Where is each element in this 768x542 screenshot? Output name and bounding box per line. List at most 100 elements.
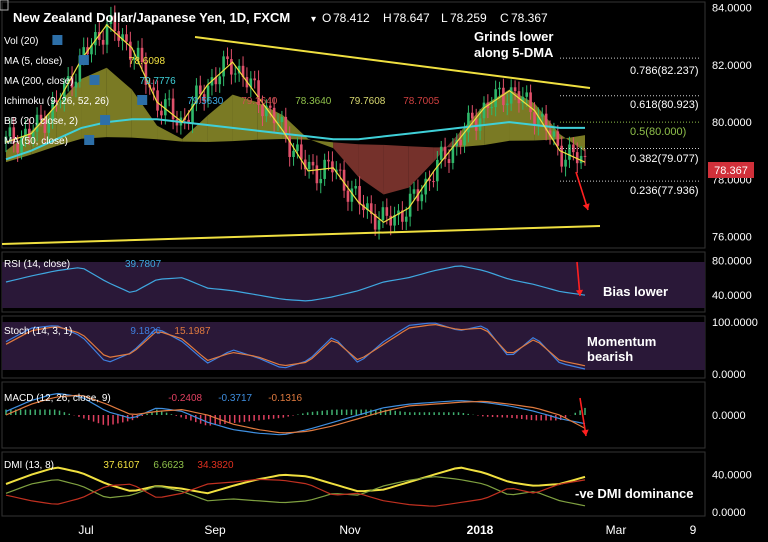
candle-body [300, 144, 303, 160]
candle-body [366, 203, 369, 211]
candle-body [494, 89, 497, 108]
chart-title: New Zealand Dollar/Japanese Yen, 1D, FXC… [13, 10, 290, 25]
rsi-band [2, 262, 705, 308]
candle-body [467, 112, 470, 133]
candle-body [265, 105, 268, 117]
h-label: H [383, 11, 392, 25]
candle-body [490, 107, 494, 109]
candle-body [385, 207, 389, 216]
candle-body [474, 118, 478, 131]
stoch-legend-label: Stoch (14, 3, 1) [4, 326, 72, 337]
macd-line-1 [5, 394, 586, 434]
candle-body [389, 215, 393, 226]
o-value: 78.412 [333, 11, 370, 25]
candle-body [284, 116, 288, 137]
price-tick-label: 84.0000 [712, 3, 752, 15]
candle-body [537, 116, 540, 126]
candle-body [280, 116, 284, 123]
candle-body [24, 128, 27, 138]
candle-body [105, 23, 109, 45]
macd-legend-label: MACD (12, 26, close, 9) [4, 393, 111, 404]
fib-0382-label: 0.382(79.077) [630, 153, 699, 165]
panel-frames [1, 1, 706, 517]
candle-body [564, 159, 567, 167]
subpanels: 80.0000 40.0000 100.0000 0.0000 0.0000 40.000… [4, 255, 758, 519]
l-value: 78.259 [450, 11, 487, 25]
cloud-segment [207, 94, 233, 143]
candle-body [47, 120, 51, 133]
dmi-annotation: -ve DMI dominance [575, 486, 693, 501]
candle-body [393, 215, 396, 226]
rsi-legend-value: 39.7807 [125, 259, 162, 270]
candle-body [249, 78, 253, 88]
settings-chevron-icon[interactable]: ▾ [311, 14, 316, 25]
candle-body [132, 58, 136, 60]
candle-body [140, 47, 144, 63]
candle-body [12, 127, 16, 144]
candle-body [222, 56, 225, 77]
candle-body [404, 216, 408, 222]
candle-body [432, 181, 435, 183]
stoch-band [2, 322, 705, 370]
candle-body [544, 113, 548, 131]
upper-trendline [194, 36, 591, 89]
indicator-label: MA (5, close) [4, 56, 62, 67]
indicator-eye-icon [84, 135, 95, 145]
candle-body [144, 62, 148, 85]
candle-body [572, 144, 575, 153]
candle-body [447, 159, 451, 164]
cloud-segment [358, 144, 384, 195]
cloud-segment [408, 146, 434, 188]
candle-body [59, 101, 62, 103]
cloud-segment [383, 144, 409, 195]
stoch-tick-label: 0.0000 [712, 369, 746, 381]
h-value: 78.647 [393, 11, 430, 25]
candle-body [552, 131, 556, 137]
candle-body [125, 34, 128, 42]
panel-frame-macd [1, 381, 706, 449]
candle-body [94, 32, 97, 46]
candle-body [195, 85, 198, 104]
candle-body [428, 178, 431, 182]
candle-body [31, 131, 35, 138]
candle-body [171, 98, 175, 120]
fib-0618-label: 0.618(80.923) [630, 99, 699, 111]
macd-arrow [579, 397, 587, 437]
candle-body [529, 92, 532, 113]
c-value: 78.367 [511, 11, 548, 25]
candle-body [214, 77, 218, 85]
indicator-label: Ichimoku (9, 26, 52, 26) [4, 96, 109, 107]
candle-body [482, 102, 486, 119]
candle-body [35, 114, 39, 132]
indicator-value: 79.7608 [349, 96, 386, 107]
candle-body [338, 169, 342, 171]
indicator-legend: Vol (20) MA (5, close) 78.6098 MA (200, clo… [4, 35, 440, 147]
candle-body [218, 76, 222, 85]
macd-legend-value: -0.1316 [268, 393, 302, 404]
indicator-eye-icon [100, 115, 111, 125]
fib-levels [560, 57, 700, 182]
candle-body [8, 127, 12, 137]
candle-body [101, 39, 105, 45]
indicator-value: 79.7776 [140, 76, 177, 87]
arrows [575, 171, 590, 437]
dmi-legend-value: 34.3820 [197, 460, 234, 471]
candle-body [463, 132, 466, 146]
candle-body [272, 107, 276, 124]
stoch-legend-value: 9.1826 [130, 326, 161, 337]
rsi-tick-label: 40.0000 [712, 290, 752, 302]
candle-body [439, 146, 443, 160]
date-tick-label: 9 [690, 523, 697, 537]
l-label: L [441, 11, 448, 25]
candle-body [233, 73, 237, 75]
dmi-legend-label: DMI (13, 8) [4, 460, 54, 471]
cloud-segment [559, 134, 585, 152]
collapse-icon[interactable] [0, 0, 9, 11]
candle-body [346, 190, 350, 202]
candle-body [276, 122, 280, 124]
date-tick-label: Sep [204, 523, 226, 537]
rsi-tick-label: 80.0000 [712, 255, 752, 267]
indicator-value: 79.5630 [187, 96, 224, 107]
candle-body [78, 55, 82, 82]
